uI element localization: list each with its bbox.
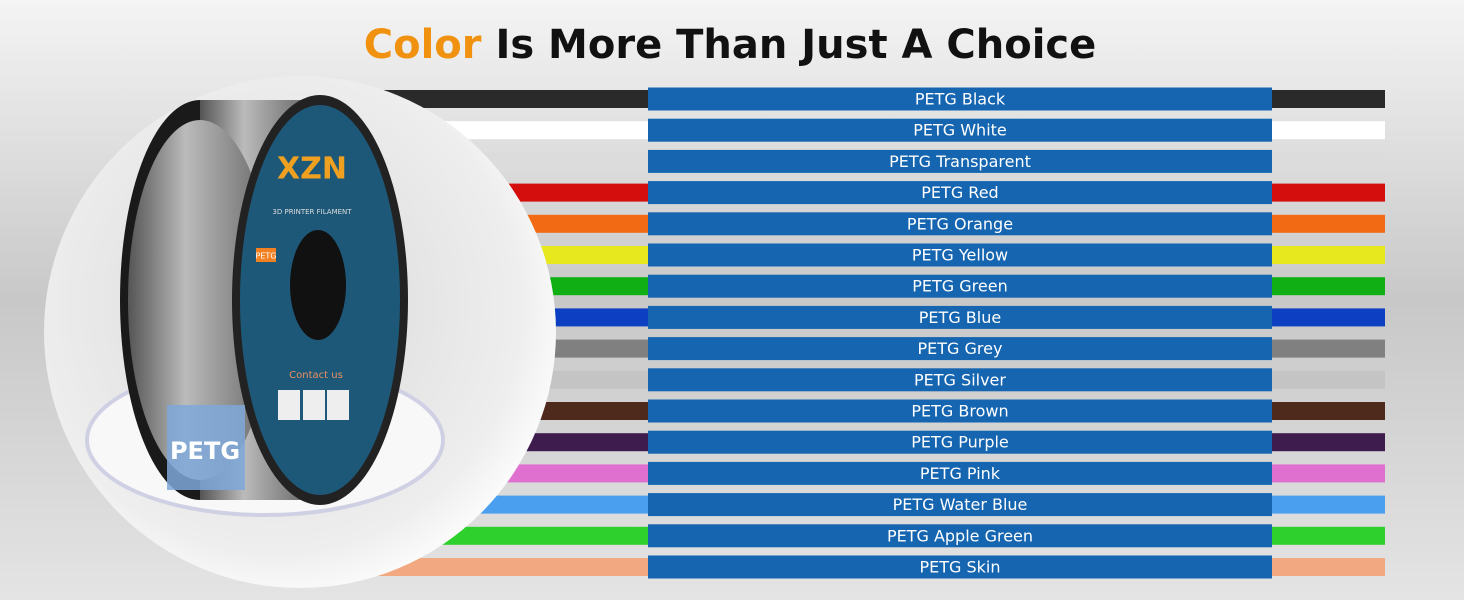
label-bar — [648, 368, 1272, 392]
color-label: PETG Pink — [920, 464, 1001, 483]
title: Color Is More Than Just A Choice — [364, 22, 1097, 68]
color-label: PETG Skin — [919, 558, 1000, 577]
color-label: PETG Red — [921, 183, 998, 202]
label-bar — [648, 305, 1272, 329]
swatch-right — [1272, 214, 1385, 233]
color-label: PETG Green — [912, 277, 1007, 296]
color-label: PETG Blue — [919, 308, 1001, 327]
spool: XZN 3D PRINTER FILAMENT PETG Contact us — [120, 95, 408, 505]
label-bar — [648, 493, 1272, 517]
color-label: PETG Orange — [907, 214, 1013, 233]
color-label: PETG Purple — [911, 433, 1009, 452]
badge: PETG — [256, 252, 277, 261]
brand-subtitle: 3D PRINTER FILAMENT — [272, 208, 352, 216]
label-box — [167, 405, 245, 490]
swatch-right — [1272, 464, 1385, 483]
contact: Contact us — [289, 370, 343, 381]
color-label: PETG Black — [915, 90, 1006, 109]
color-label: PETG Silver — [914, 370, 1006, 389]
swatch-right — [1272, 370, 1385, 389]
title-rest: Is More Than Just A Choice — [495, 22, 1096, 68]
swatch-right — [1272, 152, 1385, 171]
swatch-right — [1272, 526, 1385, 545]
label-bar — [648, 274, 1272, 298]
swatch-right — [1272, 402, 1385, 420]
label-bar — [648, 524, 1272, 548]
label-bar — [648, 337, 1272, 361]
swatch-right — [1272, 495, 1385, 514]
color-label: PETG Brown — [911, 402, 1008, 421]
title-highlight: Color — [364, 22, 482, 68]
color-label: PETG Grey — [918, 339, 1003, 358]
color-label: PETG Transparent — [889, 152, 1031, 171]
label-bar — [648, 118, 1272, 142]
label-bar — [648, 87, 1272, 111]
swatch-right — [1272, 339, 1385, 358]
label-bar — [648, 243, 1272, 267]
swatch-right — [1272, 121, 1385, 140]
swatch-right — [1272, 558, 1385, 576]
swatch-right — [1272, 308, 1385, 327]
color-label: PETG Water Blue — [893, 495, 1028, 514]
label-bar — [648, 149, 1272, 173]
label-bar — [648, 461, 1272, 485]
label-bar — [648, 430, 1272, 454]
swatch-right — [1272, 277, 1385, 296]
label-bar — [648, 399, 1272, 423]
color-label: PETG Apple Green — [887, 526, 1033, 545]
color-label: PETG White — [913, 121, 1007, 140]
brand: XZN — [277, 152, 347, 187]
product-label: PETG — [170, 437, 240, 465]
swatch-right — [1272, 433, 1385, 452]
label-bar — [648, 555, 1272, 579]
label-bar — [648, 212, 1272, 236]
color-label: PETG Yellow — [912, 246, 1008, 265]
swatch-right — [1272, 90, 1385, 108]
swatch-right — [1272, 183, 1385, 202]
swatch-right — [1272, 246, 1385, 264]
label-bar — [648, 181, 1272, 205]
